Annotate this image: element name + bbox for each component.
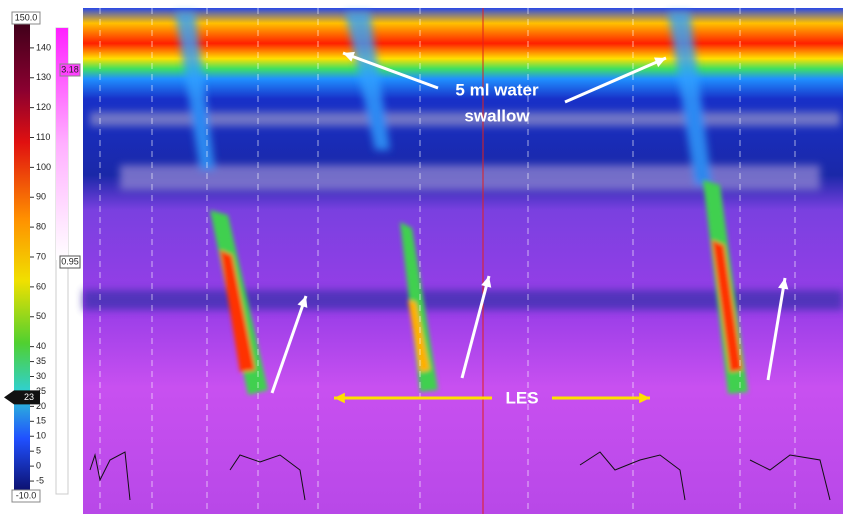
tick-label: 100 (36, 162, 51, 172)
threshold-fill (56, 28, 68, 260)
tick-label: 110 (36, 132, 50, 142)
colorbar (14, 18, 30, 496)
tick-label: 0 (36, 461, 41, 471)
marker (4, 390, 40, 404)
tick-label: 130 (36, 72, 51, 82)
les-label: LES (505, 388, 538, 407)
swallow-label: 5 ml water (455, 80, 539, 99)
threshold-top: 3.18 (61, 64, 79, 74)
tick-label: 120 (36, 102, 51, 112)
tick-label: 15 (36, 416, 46, 426)
tick-label: 50 (36, 311, 46, 321)
tick-label: 40 (36, 341, 46, 351)
swallow-label: swallow (464, 106, 530, 125)
tick-label: -5 (36, 475, 44, 485)
tick-label: 90 (36, 192, 46, 202)
marker-label: 23 (24, 392, 34, 402)
tick-label: 30 (36, 371, 46, 381)
tick-label: 70 (36, 251, 46, 261)
tick-label: 140 (36, 42, 51, 52)
threshold-bottom: 0.95 (61, 256, 79, 266)
screenshot: 150.014013012011010090807060504035302520… (0, 0, 843, 514)
tick-label: 35 (36, 356, 46, 366)
colorbar-limit-label: -10.0 (16, 490, 37, 500)
tick-label: 10 (36, 431, 46, 441)
tick-label: 5 (36, 446, 41, 456)
tick-label: 80 (36, 222, 46, 232)
colorbar-limit-label: 150.0 (15, 12, 38, 22)
tick-label: 60 (36, 281, 46, 291)
